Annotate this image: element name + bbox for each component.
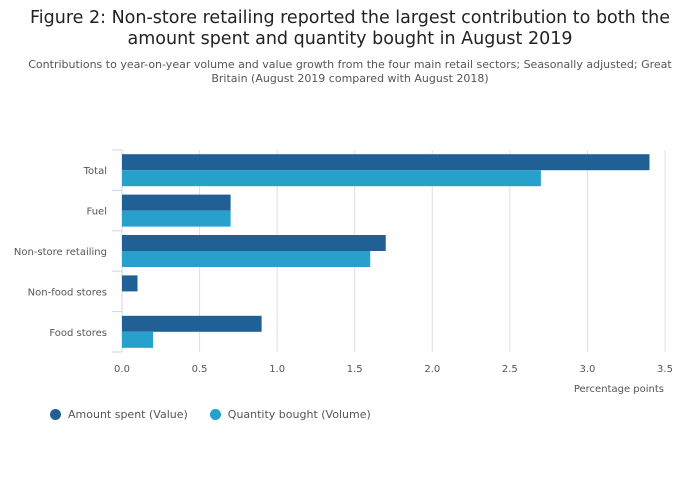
y-category-label: Food stores xyxy=(49,328,107,339)
bar xyxy=(122,154,650,171)
legend-swatch xyxy=(50,409,61,420)
legend-item-volume[interactable]: Quantity bought (Volume) xyxy=(209,408,371,421)
x-axis-label: Percentage points xyxy=(574,384,664,395)
bar xyxy=(122,210,231,227)
legend-item-value[interactable]: Amount spent (Value) xyxy=(50,408,188,421)
y-category-label: Fuel xyxy=(87,207,107,218)
chart-title: Figure 2: Non-store retailing reported t… xyxy=(30,8,670,49)
x-tick-label: 2.5 xyxy=(502,364,518,375)
bar xyxy=(122,194,231,211)
bar xyxy=(122,331,154,348)
legend-swatch xyxy=(209,409,221,420)
bar xyxy=(122,235,386,251)
legend-label: Amount spent (Value) xyxy=(68,408,188,421)
legend: Amount spent (Value) Quantity bought (Vo… xyxy=(50,408,371,421)
x-tick-label: 2.0 xyxy=(424,364,440,375)
y-category-label: Non-food stores xyxy=(28,287,107,298)
bar xyxy=(122,251,371,267)
bar xyxy=(122,315,262,332)
bar xyxy=(122,170,541,187)
y-category-label: Non-store retailing xyxy=(14,247,107,258)
x-tick-label: 1.0 xyxy=(269,364,285,375)
x-tick-label: 0.5 xyxy=(192,364,208,375)
legend-label: Quantity bought (Volume) xyxy=(227,408,371,421)
chart-subtitle: Contributions to year-on-year volume and… xyxy=(28,58,672,85)
x-tick-label: 3.5 xyxy=(657,364,673,375)
x-tick-label: 1.5 xyxy=(347,364,363,375)
bar xyxy=(122,275,138,292)
x-tick-label: 0.0 xyxy=(114,364,130,375)
y-category-label: Total xyxy=(83,166,107,177)
x-tick-label: 3.0 xyxy=(579,364,595,375)
